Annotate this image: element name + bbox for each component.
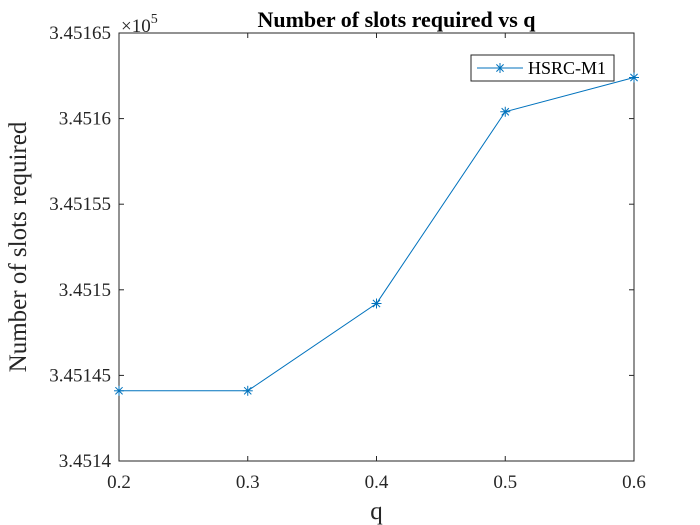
- data-point: [495, 63, 505, 73]
- x-axis: 0.2 0.3 0.4 0.5 0.6: [107, 33, 646, 493]
- plot-area: [118, 32, 635, 462]
- x-tick-label: 0.4: [365, 472, 389, 493]
- y-tick-label: 3.45145: [49, 365, 111, 386]
- y-axis-multiplier: ×105: [121, 12, 158, 37]
- x-tick-label: 0.5: [493, 472, 517, 493]
- legend-label: HSRC-M1: [528, 58, 606, 78]
- y-axis: 3.4514 3.45145 3.4515 3.45155 3.4516 3.45165: [49, 23, 634, 472]
- x-tick-label: 0.3: [236, 472, 260, 493]
- data-point: [114, 385, 124, 396]
- y-tick-label: 3.45155: [49, 194, 111, 215]
- y-tick-label: 3.45165: [49, 23, 111, 44]
- x-tick-label: 0.2: [107, 472, 131, 493]
- y-tick-label: 3.4515: [59, 280, 111, 301]
- multiplier-exponent: 5: [151, 12, 158, 27]
- y-axis-label: Number of slots required: [5, 121, 32, 372]
- data-point: [242, 385, 253, 396]
- data-point: [371, 298, 382, 309]
- y-tick-label: 3.4516: [59, 109, 111, 130]
- chart-title: Number of slots required vs q: [257, 7, 536, 32]
- x-axis-label: q: [370, 498, 383, 525]
- data-point: [629, 72, 639, 83]
- multiplier-base: ×10: [121, 16, 151, 37]
- series-layer: [114, 72, 639, 396]
- legend: HSRC-M1: [470, 54, 615, 82]
- y-tick-label: 3.4514: [59, 451, 112, 472]
- data-point: [500, 106, 511, 117]
- x-tick-label: 0.6: [622, 472, 646, 493]
